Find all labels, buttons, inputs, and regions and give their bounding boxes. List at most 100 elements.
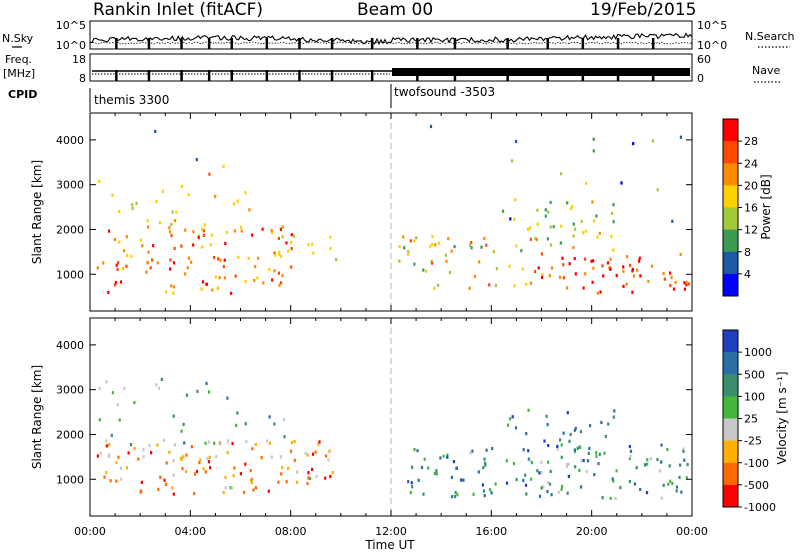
rti-cell [278,252,281,256]
rti-cell [478,260,481,264]
x-tick-label: 00:00 [676,525,708,538]
rti-cell [202,229,205,233]
colorbar-swatch [723,440,738,464]
rti-cell [156,261,159,265]
rti-cell [439,456,442,460]
rti-cell [281,465,284,470]
rti-cell [402,235,405,239]
rti-cell [283,435,286,439]
rti-cell [679,252,682,257]
rti-cell [289,240,293,244]
rti-cell [675,485,679,489]
rti-cell [244,422,247,426]
noise-dropout [265,38,269,49]
rti-cell [527,408,530,412]
rti-cell [239,472,242,476]
freq-dropout [207,70,211,81]
rti-cell [494,284,497,288]
rti-cell [596,291,599,295]
rti-cell [473,274,476,278]
rti-cell [215,455,218,459]
rti-cell [257,256,260,260]
rti-cell [210,233,213,237]
rti-cell [186,266,189,270]
rti-cell [311,452,315,456]
rti-cell [593,219,596,223]
rti-cell [271,230,274,234]
rti-cell [601,496,604,500]
rti-cell [199,458,202,462]
rti-cell [612,479,615,483]
rti-cell [172,414,175,418]
rti-cell [398,259,401,263]
rti-cell [172,459,175,463]
rti-cell [562,263,565,267]
rti-cell [146,260,149,265]
rti-cell [329,235,332,239]
colorbar-swatch [723,163,738,186]
rti-cell [98,179,101,183]
cpid-mode-themis: themis 3300 [94,93,169,107]
rti-cell [253,278,256,283]
rti-cell [536,469,539,473]
cpid-label: CPID [8,88,37,101]
noise-dropouts [115,38,655,49]
freq-dropout [115,70,118,81]
rti-cell [584,272,587,276]
colorbar-swatch [723,273,738,297]
rti-cell [425,269,428,273]
freq-dropout [506,70,509,81]
y-tick-label: 1000 [56,473,84,486]
rti-cell [482,466,485,470]
rti-cell [613,409,616,413]
rti-cell [430,259,433,264]
rti-cell [194,472,197,476]
colorbar-swatch [723,141,738,164]
rti-cell [270,228,273,233]
colorbar-swatch [723,396,738,419]
rti-cell [255,486,258,490]
noise-dropout [506,38,509,49]
rti-cell [170,222,173,227]
rti-cell [331,471,334,475]
rti-cell [567,462,570,466]
rti-cell [662,272,665,276]
rti-cell [409,491,412,495]
noise-dropout [616,38,620,49]
rti-cell [580,219,583,224]
colorbar-tick-label: 8 [744,246,751,259]
rti-cell [158,221,162,225]
rti-cell [683,287,686,291]
rti-cell [234,274,237,278]
rti-cell [574,465,577,469]
rti-cell [273,269,276,273]
noise-dropout [453,38,457,49]
rti-cell [145,270,148,274]
rti-cell [649,457,652,461]
rti-cell [413,262,416,266]
colorbar-swatch [723,207,738,231]
rti-cell [224,486,227,490]
colorbar-tick-label: -1000 [744,501,776,514]
rti-cell [450,495,454,499]
rti-cell [558,275,562,279]
rti-cell [573,428,576,432]
rti-cell [274,253,277,257]
rti-cell [114,281,117,285]
rti-cell [204,441,207,445]
rti-cell [416,449,419,453]
rti-cell [631,267,634,271]
rti-cell [304,452,307,456]
rti-cell [247,256,250,261]
rti-cell [295,480,299,484]
rti-cell [172,473,175,477]
rti-cell [591,200,594,204]
rti-cell [549,225,552,229]
rti-cell [155,199,158,204]
nsky-label: N.Sky [2,32,34,45]
rti-cell [610,234,613,238]
rti-cell [209,466,212,470]
freq-dropout [180,70,183,81]
rti-cell [155,383,158,387]
rti-cell [278,283,281,287]
